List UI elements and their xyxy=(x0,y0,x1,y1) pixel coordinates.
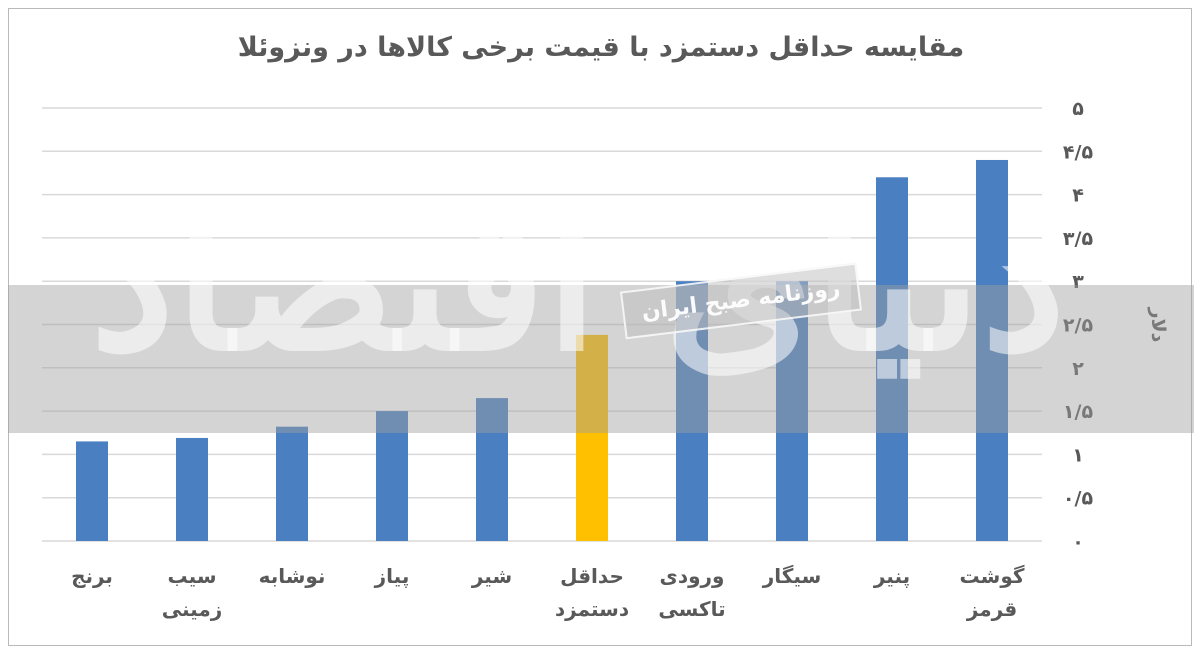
y-tick-label: ۲ xyxy=(1072,358,1084,380)
y-tick-label: ۲/۵ xyxy=(1063,315,1094,337)
y-tick-label: ۵ xyxy=(1072,98,1084,120)
y-tick-label: ۰/۵ xyxy=(1063,488,1094,510)
bar xyxy=(976,159,1008,541)
x-tick-label: شیر xyxy=(471,564,512,588)
bar xyxy=(76,441,108,541)
watermark-band xyxy=(8,285,1194,433)
x-tick-label: پیاز xyxy=(374,564,410,589)
y-tick-label: ۱ xyxy=(1072,444,1084,466)
bar xyxy=(876,177,908,541)
y-tick-label: ۴ xyxy=(1072,185,1084,207)
x-tick-label: قرمز xyxy=(966,597,1017,621)
bar xyxy=(176,437,208,541)
x-tick-label: سیگار xyxy=(762,564,822,588)
x-tick-label: گوشت xyxy=(959,564,1024,588)
bar xyxy=(776,281,808,541)
y-tick-label: ۳ xyxy=(1072,271,1084,293)
y-tick-label: ۱/۵ xyxy=(1063,401,1094,423)
bar xyxy=(476,398,508,541)
x-tick-label: ورودی xyxy=(660,564,725,588)
bar xyxy=(576,334,608,541)
x-tick-label: برنج xyxy=(71,564,113,588)
x-tick-label: سیب xyxy=(167,564,216,588)
y-tick-label: ۴/۵ xyxy=(1063,141,1094,163)
y-tick-label: ۳/۵ xyxy=(1063,228,1094,250)
bar xyxy=(376,411,408,541)
bar xyxy=(276,426,308,541)
y-axis-label: دلار xyxy=(1147,307,1169,343)
x-tick-label: حداقل xyxy=(560,564,624,588)
x-tick-label: زمینی xyxy=(162,597,222,621)
x-tick-label: پنیر xyxy=(873,564,910,589)
chart-title: مقایسه حداقل دستمزد با قیمت برخی کالاها … xyxy=(237,32,965,63)
watermark-logo: دنیای اقتصاد xyxy=(90,170,1072,393)
y-tick-label: ۰ xyxy=(1072,531,1084,553)
x-tick-label: نوشابه xyxy=(259,564,326,588)
x-tick-label: دستمزد xyxy=(555,597,629,621)
x-tick-label: تاکسی xyxy=(658,597,725,621)
